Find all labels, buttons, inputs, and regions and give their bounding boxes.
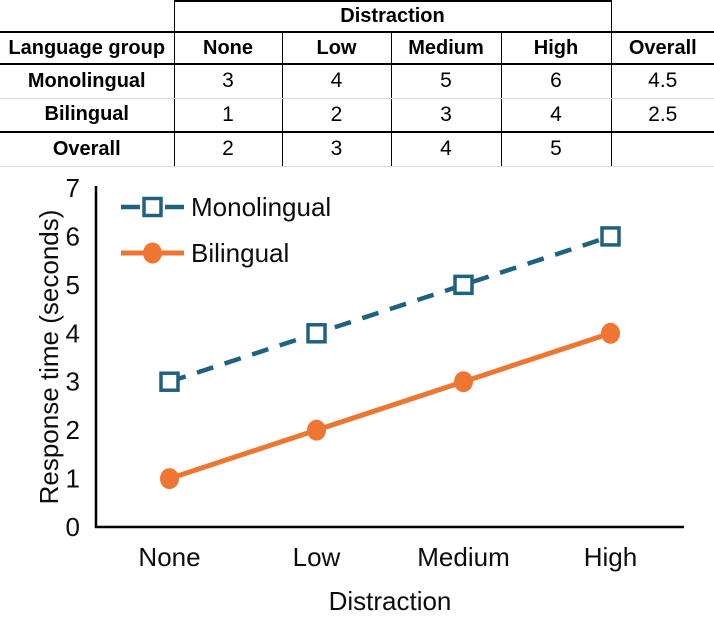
x-tick-label: Low [293, 542, 341, 572]
cell-overall-overall [610, 132, 714, 167]
col-header-overall: Overall [610, 32, 714, 65]
col-header-low: Low [281, 32, 391, 65]
data-point-marker-bilingual [160, 468, 179, 490]
data-point-marker-bilingual [307, 419, 326, 441]
line-chart: 0 1 2 3 4 5 6 7 None Low Medium High Response time… [0, 170, 714, 619]
cell-monolingual-low: 4 [281, 64, 391, 99]
table-row: Overall 2 3 4 5 [0, 132, 714, 167]
chart-svg: 0 1 2 3 4 5 6 7 None Low Medium High Response time… [34, 173, 684, 616]
cell-overall-none: 2 [173, 132, 282, 167]
cell-bilingual-overall: 2.5 [610, 98, 714, 133]
y-axis-ticks: 0 1 2 3 4 5 6 7 [66, 173, 80, 542]
table-span-row: Distraction [0, 0, 714, 33]
y-tick-label: 3 [66, 367, 80, 397]
span-header-distraction: Distraction [173, 0, 612, 33]
x-tick-label: High [584, 542, 637, 572]
cell-bilingual-low: 2 [281, 98, 391, 133]
cell-bilingual-high: 4 [500, 98, 612, 133]
table-header-row: Language group None Low Medium High Over… [0, 32, 714, 65]
y-tick-label: 7 [66, 173, 80, 203]
row-label-bilingual: Bilingual [0, 98, 174, 133]
x-axis-title: Distraction [329, 586, 452, 616]
table-row: Monolingual 3 4 5 6 4.5 [0, 64, 714, 99]
x-tick-label: None [138, 542, 200, 572]
legend-monolingual-square-marker [142, 196, 163, 218]
series-line-monolingual [168, 234, 612, 384]
data-point-marker-monolingual [600, 226, 621, 247]
y-axis-title: Response time (seconds) [34, 210, 64, 505]
legend: Monolingual Bilingual [121, 192, 331, 268]
legend-label-monolingual: Monolingual [191, 192, 331, 222]
x-axis-ticks: None Low Medium High [138, 542, 637, 572]
cell-monolingual-none: 3 [173, 64, 282, 99]
col-header-high: High [500, 32, 612, 65]
cell-bilingual-none: 1 [173, 98, 282, 133]
col-header-medium: Medium [390, 32, 501, 65]
cell-monolingual-medium: 5 [390, 64, 501, 99]
row-label-monolingual: Monolingual [0, 64, 174, 99]
blank-cell [0, 1, 174, 33]
data-point-marker-bilingual [601, 322, 620, 344]
data-point-marker-monolingual [453, 274, 474, 296]
cell-bilingual-medium: 3 [390, 98, 501, 133]
table-row: Bilingual 1 2 3 4 2.5 [0, 98, 714, 133]
legend-bilingual-circle-marker [143, 242, 162, 264]
data-point-marker-monolingual [159, 371, 180, 392]
summary-table: Distraction Language group None Low Medi… [0, 0, 714, 167]
data-point-marker-bilingual [454, 371, 473, 393]
y-tick-label: 4 [66, 318, 80, 348]
y-tick-label: 2 [66, 415, 80, 445]
legend-label-bilingual: Bilingual [191, 238, 289, 268]
blank-cell [611, 1, 714, 33]
data-point-marker-monolingual [306, 323, 327, 344]
cell-monolingual-overall: 4.5 [610, 64, 714, 99]
cell-overall-medium: 4 [390, 132, 501, 167]
series-line-bilingual [168, 330, 612, 481]
cell-monolingual-high: 6 [500, 64, 612, 99]
y-tick-label: 6 [66, 221, 80, 251]
y-tick-label: 5 [66, 270, 80, 300]
cell-overall-low: 3 [281, 132, 391, 167]
row-label-overall: Overall [0, 132, 174, 167]
cell-overall-high: 5 [500, 132, 612, 167]
y-tick-label: 1 [66, 464, 80, 494]
col-header-language-group: Language group [0, 32, 174, 65]
col-header-none: None [173, 32, 282, 65]
series-lines [159, 226, 621, 490]
x-tick-label: Medium [417, 542, 509, 572]
y-tick-label: 0 [66, 512, 80, 542]
